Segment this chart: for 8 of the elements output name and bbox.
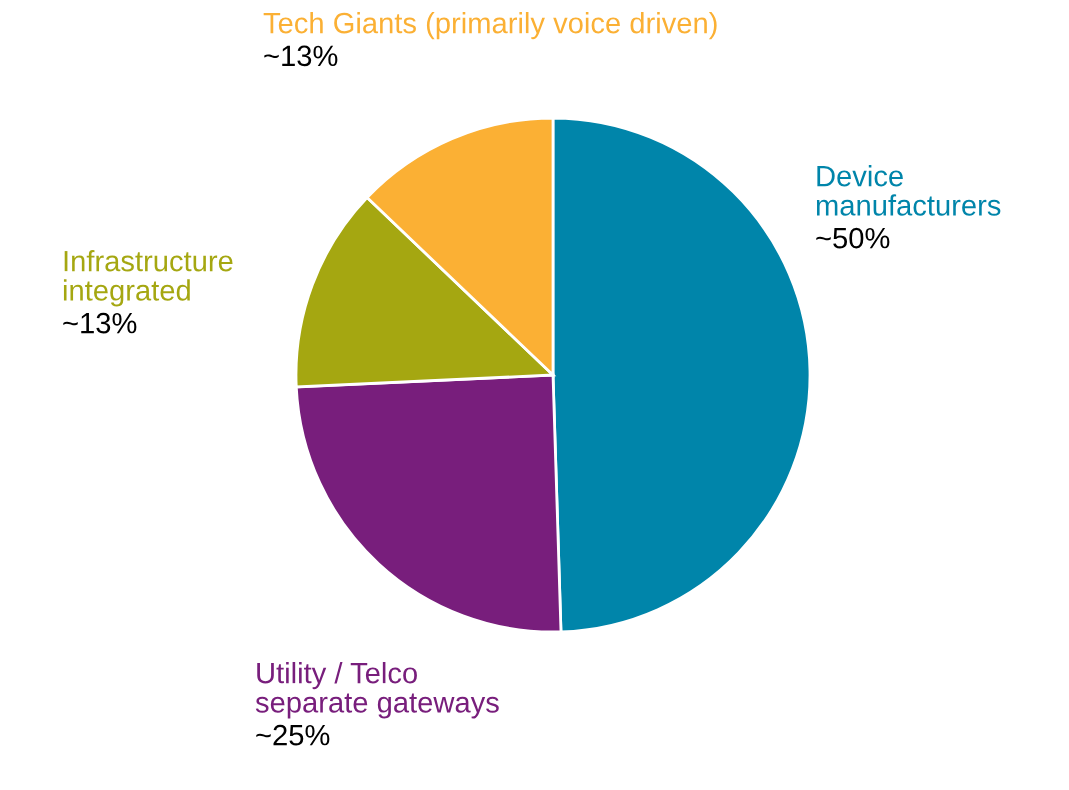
- data-label: ~25%: [256, 724, 330, 746]
- data-label: ~13%: [63, 312, 137, 334]
- data-label: ~50%: [816, 227, 890, 249]
- slice-label: Utility / Telco separate gateways: [255, 662, 499, 719]
- data-label: ~13%: [264, 45, 338, 67]
- slice-label: Device manufacturers: [816, 165, 1001, 216]
- slice-label: Infrastructure integrated: [63, 250, 233, 307]
- slice-label: Tech Giants (primarily voice driven): [263, 12, 717, 40]
